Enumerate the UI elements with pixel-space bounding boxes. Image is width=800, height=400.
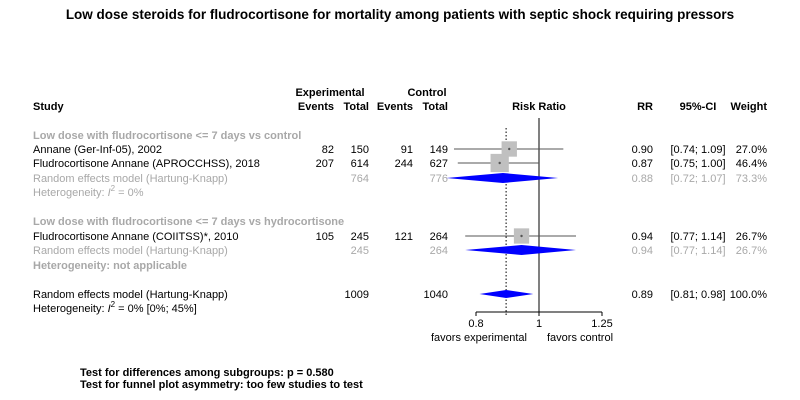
events-experimental: 82 (322, 144, 334, 156)
pooled-total-control: 776 (430, 173, 448, 185)
study-name: Fludrocortisone Annane (COIITSS)*, 2010 (33, 231, 238, 243)
footer-funnel-test: Test for funnel plot asymmetry: too few … (80, 379, 363, 391)
pooled-diamond (465, 245, 576, 255)
header-rr: RR (637, 101, 653, 113)
weight-value: 46.4% (736, 158, 767, 170)
rr-value: 0.87 (632, 158, 653, 170)
chart-title: Low dose steroids for fludrocortisone fo… (66, 7, 734, 22)
overall-row: Random effects model (Hartung-Knapp) 100… (33, 289, 767, 301)
heterogeneity-prefix: Heterogeneity: (33, 187, 108, 199)
heterogeneity-sup: 2 (111, 184, 116, 193)
axis-label-favors-control: favors control (547, 332, 613, 344)
overall-total-control: 1040 (424, 289, 448, 301)
header-risk-ratio: Risk Ratio (512, 101, 566, 113)
header-weight: Weight (731, 101, 768, 113)
weight-value: 27.0% (736, 144, 767, 156)
footer-subgroup-test: Test for differences among subgroups: p … (80, 367, 334, 379)
pooled-ci-value: [0.72; 1.07] (670, 173, 725, 185)
header-experimental: Experimental (295, 87, 364, 99)
total-experimental: 245 (351, 231, 369, 243)
total-control: 149 (430, 144, 448, 156)
rr-value: 0.90 (632, 144, 653, 156)
overall-heterogeneity-prefix: Heterogeneity: (33, 303, 108, 315)
x-axis-tick-label: 1.25 (591, 318, 612, 330)
forest-marks: 0.8 1 1.25 (446, 118, 613, 330)
events-experimental: 207 (316, 158, 334, 170)
x-axis-tick-label: 1 (536, 318, 542, 330)
study-row: Fludrocortisone Annane (APROCCHSS), 2018… (33, 158, 767, 170)
subgroup-2-title: Low dose with fludrocortisone <= 7 days … (33, 216, 344, 228)
rr-value: 0.94 (632, 231, 653, 243)
events-experimental: 105 (316, 231, 334, 243)
header-events-control: Events (377, 101, 413, 113)
overall-total-experimental: 1009 (345, 289, 369, 301)
ci-value: [0.75; 1.00] (670, 158, 725, 170)
total-experimental: 150 (351, 144, 369, 156)
pooled-rr-value: 0.88 (632, 173, 653, 185)
overall-heterogeneity-text: Heterogeneity: I2 = 0% [0%; 45%] (33, 300, 197, 315)
pooled-weight-value: 73.3% (736, 173, 767, 185)
x-axis-tick-label: 0.8 (468, 318, 483, 330)
study-point (498, 161, 501, 165)
events-control: 244 (395, 158, 413, 170)
overall-heterogeneity-sup: 2 (111, 300, 116, 309)
study-row: Annane (Ger-Inf-05), 2002 82 150 91 149 … (33, 144, 767, 156)
study-point (508, 147, 511, 151)
header-control: Control (407, 87, 446, 99)
pooled-weight-value: 26.7% (736, 245, 767, 257)
events-control: 121 (395, 231, 413, 243)
overall-weight-value: 100.0% (730, 289, 768, 301)
pooled-total-experimental: 245 (351, 245, 369, 257)
heterogeneity-text: Heterogeneity: I2 = 0% (33, 184, 144, 199)
header-events-experimental: Events (298, 101, 334, 113)
study-name: Annane (Ger-Inf-05), 2002 (33, 144, 162, 156)
events-control: 91 (401, 144, 413, 156)
pooled-label: Random effects model (Hartung-Knapp) (33, 173, 228, 185)
header-ci: 95%-CI (680, 101, 717, 113)
ci-value: [0.77; 1.14] (670, 231, 725, 243)
heterogeneity-suffix: = 0% (115, 187, 144, 199)
pooled-ci-value: [0.77; 1.14] (670, 245, 725, 257)
heterogeneity-i: I (108, 187, 111, 199)
axis-label-favors-experimental: favors experimental (431, 332, 527, 344)
header-total-control: Total (423, 101, 448, 113)
pooled-total-control: 264 (430, 245, 448, 257)
overall-rr-value: 0.89 (632, 289, 653, 301)
pooled-total-experimental: 764 (351, 173, 369, 185)
pooled-label: Random effects model (Hartung-Knapp) (33, 245, 228, 257)
study-name: Fludrocortisone Annane (APROCCHSS), 2018 (33, 158, 260, 170)
pooled-diamond (479, 290, 534, 298)
subgroup-1-title: Low dose with fludrocortisone <= 7 days … (33, 130, 301, 142)
ci-value: [0.74; 1.09] (670, 144, 725, 156)
overall-heterogeneity-i: I (108, 303, 111, 315)
heterogeneity-not-applicable: Heterogeneity: not applicable (33, 260, 187, 272)
overall-ci-value: [0.81; 0.98] (670, 289, 725, 301)
study-point (520, 234, 523, 238)
header-total-experimental: Total (344, 101, 369, 113)
overall-heterogeneity-suffix: = 0% [0%; 45%] (115, 303, 197, 315)
pooled-diamond (446, 173, 559, 183)
total-control: 264 (430, 231, 448, 243)
header-study: Study (33, 101, 64, 113)
weight-value: 26.7% (736, 231, 767, 243)
overall-label: Random effects model (Hartung-Knapp) (33, 289, 228, 301)
pooled-row: Random effects model (Hartung-Knapp) 245… (33, 245, 767, 257)
total-experimental: 614 (351, 158, 369, 170)
pooled-rr-value: 0.94 (632, 245, 653, 257)
total-control: 627 (430, 158, 448, 170)
study-row: Fludrocortisone Annane (COIITSS)*, 2010 … (33, 231, 767, 243)
pooled-row: Random effects model (Hartung-Knapp) 764… (33, 173, 767, 185)
